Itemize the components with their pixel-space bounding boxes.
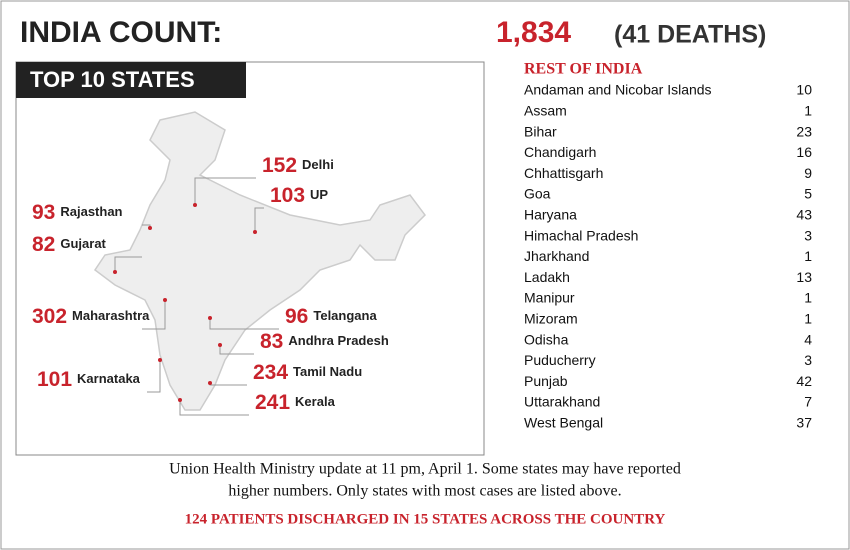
state-name: Kerala [295,394,336,409]
case-count: 96 [285,305,308,328]
callout-line [142,300,166,330]
case-count: 37 [796,415,812,431]
case-count: 83 [260,330,283,353]
state-name: Punjab [524,373,568,389]
footer-note: Union Health Ministry update at 11 pm, A… [169,461,681,478]
case-count: 101 [37,368,72,391]
case-count: 5 [804,186,812,202]
india-map [93,111,426,411]
state-name: Odisha [524,331,569,347]
state-name: Andhra Pradesh [288,333,388,348]
state-name: West Bengal [524,415,603,431]
callout-line [147,360,161,393]
case-count: 16 [796,144,812,160]
callout-line [114,256,142,272]
table-title: REST OF INDIA [524,61,643,78]
callout-dot [218,343,222,347]
case-count: 9 [804,165,812,181]
state-name: UP [310,187,328,202]
state-name: Maharashtra [72,308,150,323]
case-count: 7 [804,394,812,410]
state-name: Rajasthan [60,204,122,219]
map-panel [15,61,485,456]
callout-dot [158,358,162,362]
state-label: 93 Rajasthan [32,201,123,224]
state-name: Mizoram [524,311,578,327]
case-count: 152 [262,154,297,177]
case-count: 4 [804,331,812,347]
state-label: 103 UP [270,184,328,207]
case-count: 234 [253,361,288,384]
callout-line [209,318,279,330]
state-name: Bihar [524,123,557,139]
case-count: 93 [32,201,55,224]
callout-dot [163,298,167,302]
state-name: Chandigarh [524,144,596,160]
callout-dot [178,398,182,402]
state-name: Uttarakhand [524,394,600,410]
state-name: Himachal Pradesh [524,227,638,243]
case-count: 23 [796,123,812,139]
case-count: 3 [804,227,812,243]
state-name: Telangana [313,308,377,323]
callout-dot [113,270,117,274]
state-name: Andaman and Nicobar Islands [524,82,712,98]
case-count: 103 [270,184,305,207]
callout-line [194,177,256,205]
state-label: 82 Gujarat [32,233,107,256]
map-title: TOP 10 STATES [30,67,195,92]
state-name: Haryana [524,207,577,223]
footer-highlight: 124 PATIENTS DISCHARGED IN 15 STATES ACR… [185,511,666,527]
case-count: 10 [796,82,812,98]
footer-note: higher numbers. Only states with most ca… [228,483,621,500]
case-count: 1 [804,103,812,119]
callout-dot [208,381,212,385]
state-name: Ladakh [524,269,570,285]
state-label: 234 Tamil Nadu [253,361,362,384]
state-name: Gujarat [60,236,106,251]
callout-dot [193,203,197,207]
case-count: 302 [32,305,67,328]
callout-line [254,207,264,232]
state-name: Jharkhand [524,248,589,264]
state-label: 302 Maharashtra [32,305,150,328]
total: 1,834 [496,16,571,49]
case-count: 1 [804,311,812,327]
case-count: 42 [796,373,812,389]
case-count: 241 [255,391,290,414]
state-label: 96 Telangana [285,305,377,328]
state-name: Goa [524,186,551,202]
state-name: Assam [524,103,567,119]
title: INDIA COUNT: [20,16,222,49]
state-label: 101 Karnataka [37,368,141,391]
callout-dot [208,316,212,320]
state-name: Puducherry [524,352,596,368]
case-count: 13 [796,269,812,285]
deaths: (41 DEATHS) [614,21,766,49]
state-label: 152 Delhi [262,154,334,177]
callout-dot [148,226,152,230]
callout-dot [253,230,257,234]
state-label: 241 Kerala [255,391,336,414]
case-count: 3 [804,352,812,368]
state-label: 83 Andhra Pradesh [260,330,389,353]
callout-line [179,400,249,416]
state-name: Chhattisgarh [524,165,603,181]
state-name: Delhi [302,157,334,172]
map-title-bar [16,62,246,98]
state-name: Karnataka [77,371,141,386]
state-name: Tamil Nadu [293,364,362,379]
case-count: 43 [796,207,812,223]
case-count: 1 [804,248,812,264]
case-count: 1 [804,290,812,306]
state-name: Manipur [524,290,575,306]
callout-line [219,345,254,355]
case-count: 82 [32,233,55,256]
